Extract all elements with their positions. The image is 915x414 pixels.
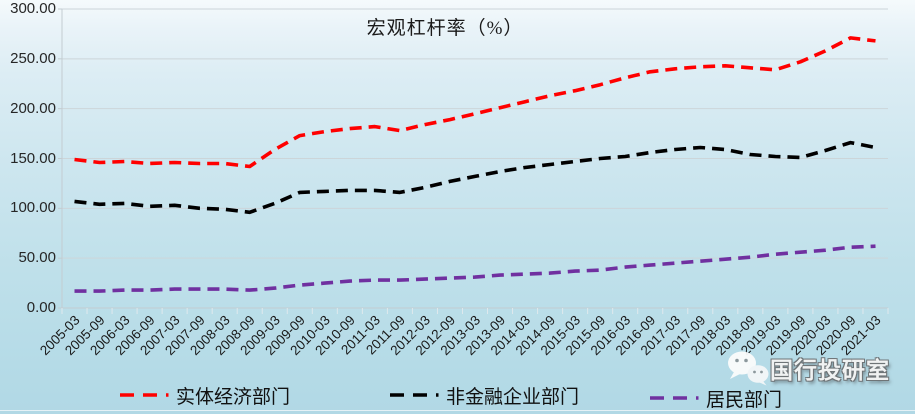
y-axis-label: 300.00 [10,0,56,17]
watermark: 国行投研室 [726,350,890,386]
y-axis-label: 200.00 [10,100,56,117]
y-axis-label: 150.00 [10,150,56,167]
y-axis-label: 100.00 [10,199,56,216]
y-axis-label: 0.00 [26,299,56,316]
series-line-2 [74,244,876,293]
wechat-icon [728,351,769,386]
series-line-1 [74,140,876,215]
y-axis-label: 250.00 [10,50,56,67]
chart-title: 宏观杠杆率（%） [366,18,524,39]
watermark-text: 国行投研室 [770,358,890,383]
series-line-0 [74,36,876,169]
y-axis-label: 50.00 [18,249,56,266]
